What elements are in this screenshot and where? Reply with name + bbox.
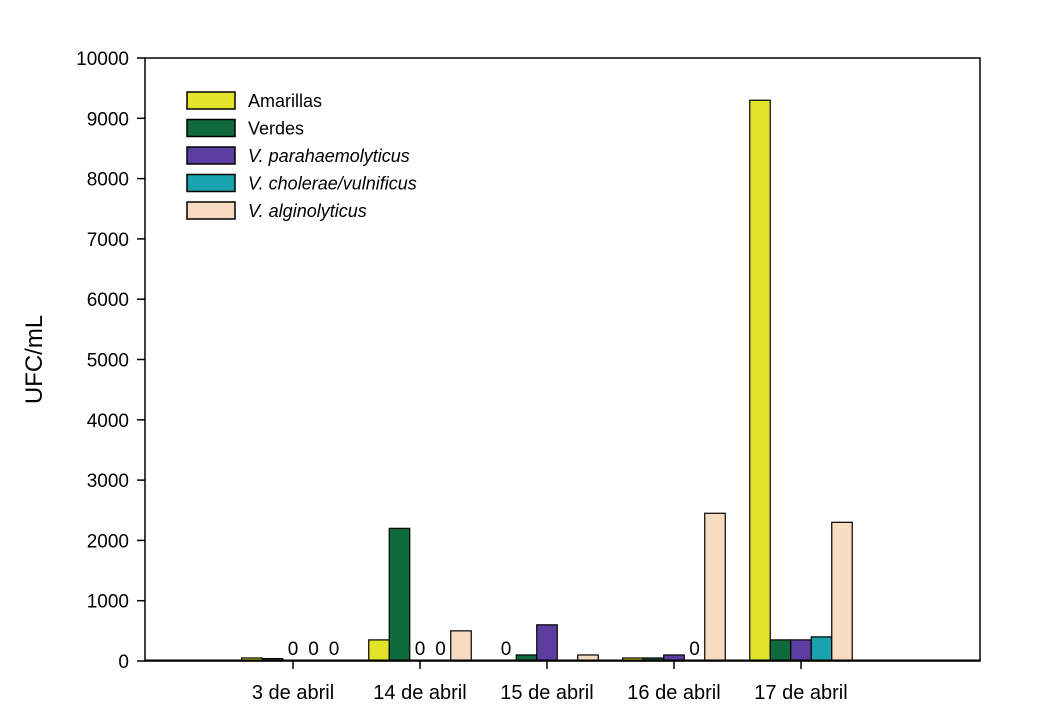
x-tick-label: 17 de abril (754, 682, 847, 704)
y-tick-label: 1000 (87, 592, 129, 613)
x-tick-label: 14 de abril (373, 682, 466, 704)
y-tick-label: 4000 (87, 411, 129, 432)
legend-swatch (186, 91, 236, 110)
legend-label: V. parahaemolyticus (248, 146, 410, 166)
bar-4-3 (810, 636, 833, 662)
y-tick-label: 6000 (87, 290, 129, 311)
x-axis: 3 de abril 14 de abril 15 de abril 16 de ab… (252, 661, 848, 704)
bar-4-1 (769, 639, 792, 662)
bar-4-2 (790, 639, 812, 662)
y-tick-label: 2000 (87, 531, 129, 552)
bar-1-1 (388, 527, 411, 662)
legend-swatch (186, 201, 236, 220)
legend: Amarillas Verdes V. parahaemolyticus V. cho… (186, 91, 417, 221)
legend-label: V. cholerae/vulnificus (248, 174, 417, 194)
bar-2-2 (536, 624, 558, 662)
y-tick-label: 8000 (87, 170, 129, 191)
zero-label: 0 (501, 639, 512, 660)
y-axis: 0 1000 2000 3000 4000 5000 6000 7000 8000 9000 100… (76, 49, 145, 673)
x-tick-label: 16 de abril (627, 682, 720, 704)
y-axis-label: UFC/mL (21, 315, 48, 404)
bar-3-4 (704, 512, 726, 662)
legend-swatch (186, 146, 236, 165)
legend-label: V. alginolyticus (248, 201, 367, 221)
legend-label: Amarillas (248, 91, 322, 111)
y-tick-label: 9000 (87, 109, 129, 130)
bar-4-4 (831, 521, 853, 662)
legend-label: Verdes (248, 119, 304, 139)
x-tick-label: 15 de abril (500, 682, 593, 704)
legend-swatch (186, 118, 236, 138)
bar-1-4 (450, 630, 472, 662)
y-tick-label: 7000 (87, 230, 129, 251)
zero-label: 0 (689, 639, 700, 660)
x-tick-label: 3 de abril (252, 682, 334, 704)
zero-label: 0 (288, 639, 299, 660)
zero-label: 0 (329, 639, 340, 660)
bar-4-0 (749, 99, 771, 662)
y-tick-label: 5000 (87, 351, 129, 372)
legend-swatch (186, 173, 236, 193)
zero-label: 0 (435, 639, 446, 660)
y-tick-label: 0 (118, 652, 129, 673)
zero-label: 0 (308, 639, 319, 660)
bars (145, 99, 980, 662)
y-tick-label: 10000 (76, 49, 129, 70)
zero-label: 0 (415, 639, 426, 660)
y-tick-label: 3000 (87, 471, 129, 492)
bar-1-0 (368, 639, 390, 662)
